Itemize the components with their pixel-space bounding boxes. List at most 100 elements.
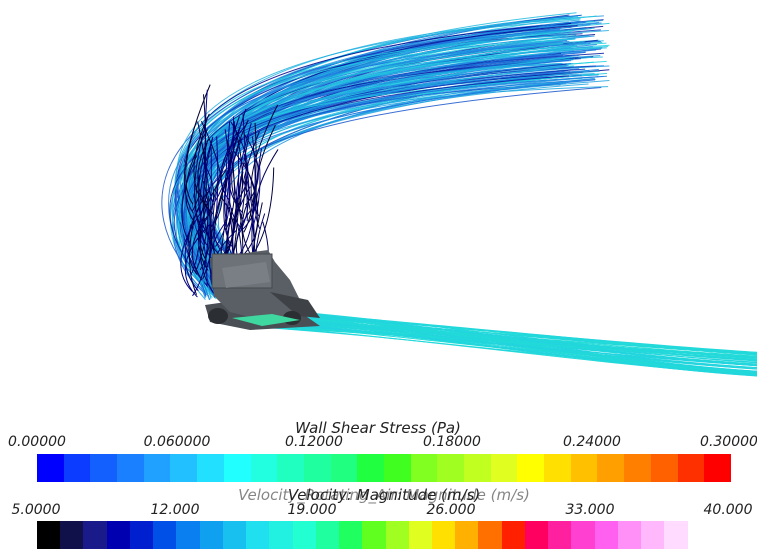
wall-shear-stress-tick-label: 0.18000 <box>423 434 481 450</box>
colorbar-swatch <box>571 521 595 549</box>
colorbar-swatch <box>517 454 545 482</box>
colorbar-swatch <box>303 454 331 482</box>
velocity-magnitude-tick-label: 5.0000 <box>11 502 61 518</box>
velocity-magnitude-tick-label: 26.000 <box>426 502 476 518</box>
colorbar-swatch <box>222 521 247 549</box>
colorbar-swatch <box>548 521 572 549</box>
colorbar-swatch <box>570 454 598 482</box>
velocity-rotating-air-title: Velocity_Rotating_Air: Magnitude (m/s) <box>238 486 530 504</box>
colorbar-swatch <box>431 521 456 549</box>
streamline <box>251 148 263 259</box>
streamline <box>243 133 259 206</box>
race-car-model <box>205 250 320 330</box>
streamline <box>251 164 261 231</box>
colorbar-swatch <box>37 454 64 482</box>
streamline <box>194 118 208 234</box>
streamline <box>191 71 589 293</box>
colorbar-swatch <box>524 521 549 549</box>
streamline <box>200 71 565 285</box>
colorbar-swatch <box>357 454 384 482</box>
colorbar-swatch <box>106 521 130 549</box>
velocity-magnitude-title: Velocity: Magnitude (m/s) <box>287 486 481 504</box>
colorbar-swatch <box>197 454 224 482</box>
car-front-wing-surface <box>232 314 300 326</box>
colorbar-swatch <box>594 521 618 549</box>
colorbar-swatch <box>383 454 411 482</box>
streamline <box>212 132 238 251</box>
colorbar-swatch <box>490 454 518 482</box>
streamline <box>253 167 275 253</box>
streamline <box>225 140 235 230</box>
streamline <box>224 121 231 206</box>
streamline <box>170 35 590 287</box>
streamline <box>199 181 211 271</box>
streamline <box>230 121 249 204</box>
wall-shear-stress-tick-label: 0.30000 <box>700 434 757 450</box>
colorbar-swatch <box>170 454 198 482</box>
colorbar-swatch <box>199 521 223 549</box>
wall-shear-stress-colorbar <box>37 454 731 482</box>
colorbar-swatch <box>455 521 479 549</box>
streamline <box>220 123 248 201</box>
colorbar-swatch <box>597 454 625 482</box>
streamline <box>231 171 244 255</box>
colorbar-swatch <box>677 454 705 482</box>
streamline <box>187 191 208 275</box>
colorbar-swatch <box>501 521 525 549</box>
streamline <box>199 136 214 229</box>
colorbar-swatch <box>641 521 665 549</box>
colorbar-swatch <box>617 521 642 549</box>
wall-shear-stress-tick-label: 0.00000 <box>8 434 66 450</box>
velocity-magnitude-tick-label: 40.000 <box>703 502 753 518</box>
colorbar-swatch <box>83 521 107 549</box>
colorbar-swatch <box>223 454 251 482</box>
velocity-magnitude-tick-label: 33.000 <box>565 502 615 518</box>
colorbar-swatch <box>624 454 651 482</box>
colorbar-swatch <box>339 521 363 549</box>
colorbar-swatch <box>687 521 711 549</box>
wall-shear-stress-tick-label: 0.060000 <box>143 434 211 450</box>
colorbar-swatch <box>250 454 278 482</box>
velocity-magnitude-tick-label: 19.000 <box>287 502 337 518</box>
wall-shear-stress-title: Wall Shear Stress (Pa) <box>295 419 461 437</box>
streamline <box>215 129 231 247</box>
streamline <box>243 162 259 255</box>
colorbar-swatch <box>143 454 171 482</box>
wall-shear-stress-tick-label: 0.12000 <box>285 434 343 450</box>
colorbar-swatch <box>664 521 688 549</box>
colorbar-swatch <box>544 454 571 482</box>
wall-shear-stress-tick-label: 0.24000 <box>563 434 621 450</box>
streamline <box>197 138 214 215</box>
colorbar-swatch <box>292 521 316 549</box>
colorbar-swatch <box>437 454 464 482</box>
colorbar-swatch <box>704 454 731 482</box>
colorbar-swatch <box>478 521 502 549</box>
streamline <box>193 113 210 209</box>
colorbar-swatch <box>410 454 438 482</box>
streamline <box>189 221 198 295</box>
colorbar-swatch <box>90 454 118 482</box>
streamline <box>238 136 256 256</box>
streamline <box>189 78 596 300</box>
streamline <box>185 84 211 205</box>
streamline <box>198 143 211 240</box>
car-nose <box>270 292 320 318</box>
streamline <box>199 205 214 293</box>
colorbar-swatch <box>37 521 61 549</box>
colorbar-swatch <box>464 454 491 482</box>
car-rear-wing <box>222 262 270 288</box>
colorbar-swatch <box>385 521 409 549</box>
colorbar-swatch <box>330 454 358 482</box>
velocity-magnitude-tick-label: 12.000 <box>150 502 200 518</box>
streamline <box>197 163 215 231</box>
velocity-magnitude-colorbar <box>37 521 711 549</box>
flow-visualization-viewport[interactable] <box>0 0 757 400</box>
streamline <box>228 138 243 230</box>
colorbar-swatch <box>246 521 270 549</box>
streamline <box>199 216 208 287</box>
colorbar-swatch <box>129 521 154 549</box>
streamline <box>210 136 219 245</box>
streamline <box>239 131 260 206</box>
colorbar-swatch <box>60 521 84 549</box>
colorbar-swatch <box>277 454 304 482</box>
